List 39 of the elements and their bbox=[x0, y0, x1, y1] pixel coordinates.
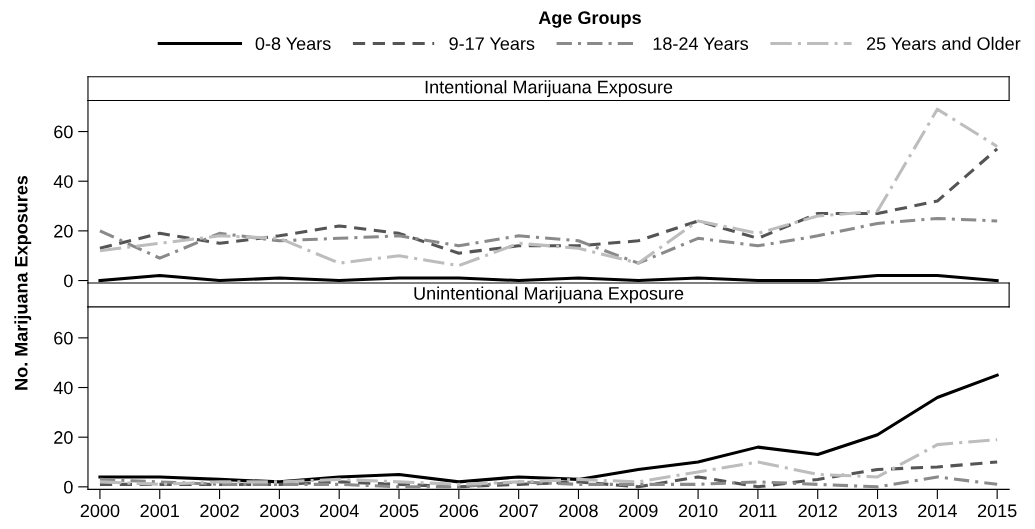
y-tick-label: 40 bbox=[53, 175, 73, 188]
y-tick-label: 0 bbox=[64, 480, 73, 494]
x-tick-label: 2004 bbox=[320, 504, 359, 518]
x-tick-label: 2002 bbox=[200, 504, 239, 518]
legend-label: 9-17 Years bbox=[449, 37, 535, 51]
x-tick-label: 2013 bbox=[858, 504, 897, 518]
x-tick-label: 2003 bbox=[260, 504, 299, 518]
y-tick-label: 60 bbox=[54, 331, 73, 345]
x-tick-label: 2010 bbox=[678, 504, 718, 518]
x-tick-label: 2005 bbox=[379, 504, 419, 518]
chart-title: Unintentional Marijuana Exposure bbox=[414, 286, 684, 304]
y-tick-label: 0 bbox=[64, 274, 73, 288]
line-series bbox=[98, 438, 999, 486]
line-series bbox=[98, 475, 999, 489]
x-tick-label: 2007 bbox=[499, 504, 538, 518]
chart-title: Intentional Marijuana Exposure bbox=[425, 80, 673, 98]
legend-label: 18-24 Years bbox=[653, 37, 749, 51]
y-tick-label: 20 bbox=[54, 431, 73, 444]
x-tick-label: 2011 bbox=[739, 504, 777, 518]
x-tick-label: 2006 bbox=[439, 504, 479, 518]
x-tick-label: 2012 bbox=[798, 504, 837, 518]
x-tick-label: 2009 bbox=[619, 504, 658, 518]
y-tick-label: 60 bbox=[54, 125, 73, 139]
y-tick-label: 40 bbox=[53, 381, 73, 395]
line-series bbox=[98, 147, 999, 255]
legend-label: 25 Years and Older bbox=[866, 36, 1021, 51]
line-series bbox=[98, 107, 999, 268]
x-tick-label: 2015 bbox=[977, 504, 1017, 518]
x-tick-label: 2000 bbox=[80, 504, 120, 518]
legend-label: 0-8 Years bbox=[255, 37, 331, 51]
y-tick-label: 20 bbox=[54, 224, 73, 238]
x-tick-label: 2008 bbox=[559, 504, 598, 518]
line-series bbox=[98, 216, 999, 265]
line-series bbox=[98, 460, 999, 489]
x-tick-label: 2014 bbox=[918, 504, 957, 518]
x-tick-label: 2001 bbox=[140, 504, 179, 518]
line-series bbox=[98, 373, 999, 484]
legend-title: Age Groups bbox=[538, 11, 641, 28]
y-axis-title: No. Marijuana Exposures bbox=[14, 175, 32, 390]
